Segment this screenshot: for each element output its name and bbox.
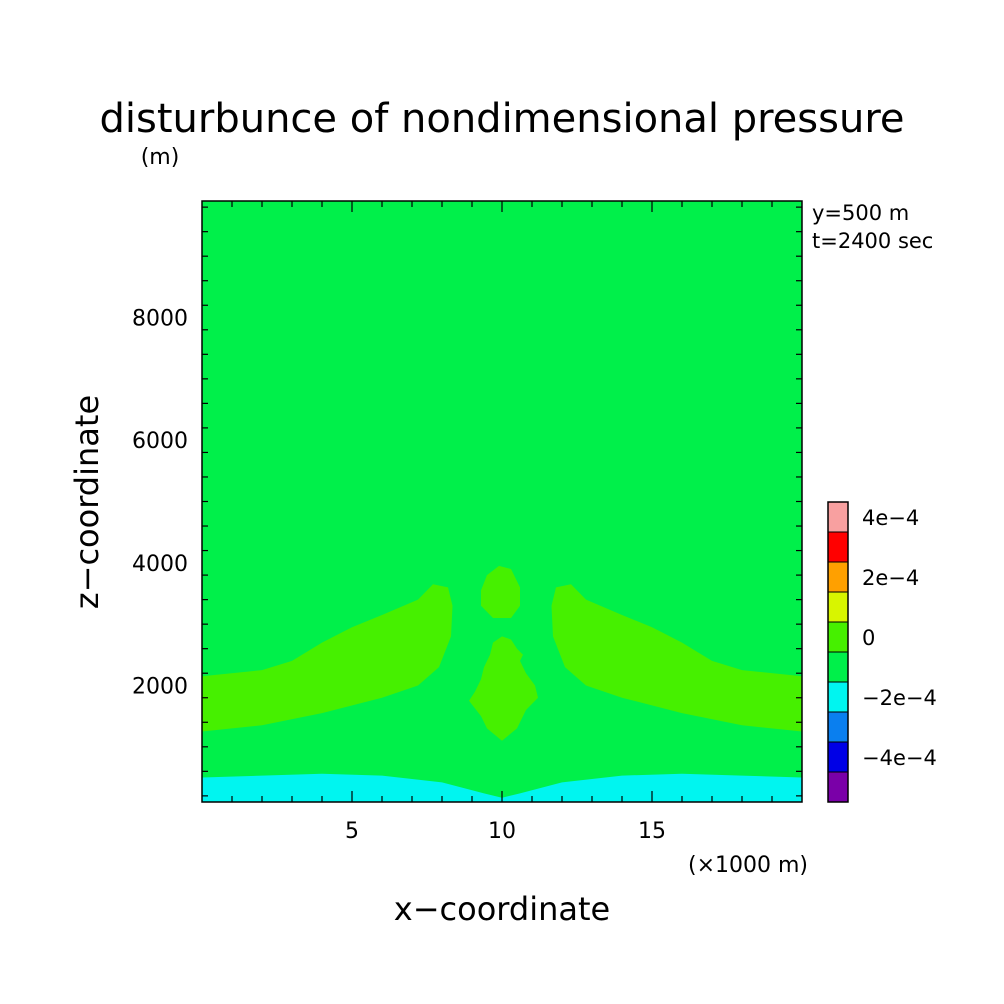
y-tick-label: 8000 xyxy=(132,307,188,332)
colorbar-bin xyxy=(827,771,849,803)
colorbar-labels: −4e−4 −2e−4 0 2e−4 4e−4 xyxy=(862,506,937,770)
units-label: (m) xyxy=(141,145,180,170)
y-tick-label: 6000 xyxy=(132,429,188,454)
annotation-y: y=500 m xyxy=(812,201,909,225)
contour-left-lobe xyxy=(202,584,453,732)
contour-right-lobe xyxy=(551,584,802,732)
x-tick-label: 5 xyxy=(345,819,359,844)
plot-area xyxy=(201,200,803,803)
y-axis-label: z−coordinate xyxy=(68,395,106,609)
y-tick-label: 4000 xyxy=(132,552,188,577)
colorbar-bin xyxy=(827,651,849,683)
colorbar-bin xyxy=(827,681,849,713)
colorbar-bin xyxy=(827,531,849,563)
axis-ticks xyxy=(202,201,802,802)
colorbar-bin xyxy=(827,591,849,623)
colorbar xyxy=(827,501,849,803)
x-tick-label: 10 xyxy=(488,819,516,844)
colorbar-bin xyxy=(827,561,849,593)
x-tick-label: 15 xyxy=(638,819,666,844)
colorbar-bin xyxy=(827,711,849,743)
colorbar-label: 4e−4 xyxy=(862,506,919,530)
colorbar-frame xyxy=(827,501,849,803)
contour-center-lower xyxy=(469,636,538,741)
x-axis-unit-note: (×1000 m) xyxy=(688,853,808,878)
tick-labels: 5 10 15 2000 4000 6000 8000 xyxy=(132,307,666,844)
colorbar-label: −2e−4 xyxy=(862,686,937,710)
contour-center-upper xyxy=(481,565,520,618)
colorbar-bin xyxy=(827,741,849,773)
colorbar-label: 2e−4 xyxy=(862,566,919,590)
chart-title: disturbunce of nondimensional pressure xyxy=(100,96,905,142)
annotation-t: t=2400 sec xyxy=(812,229,933,253)
colorbar-label: −4e−4 xyxy=(862,746,937,770)
y-tick-label: 2000 xyxy=(132,674,188,699)
x-axis-label: x−coordinate xyxy=(394,890,610,928)
colorbar-bin xyxy=(827,621,849,653)
colorbar-bin xyxy=(827,501,849,533)
colorbar-label: 0 xyxy=(862,626,875,650)
